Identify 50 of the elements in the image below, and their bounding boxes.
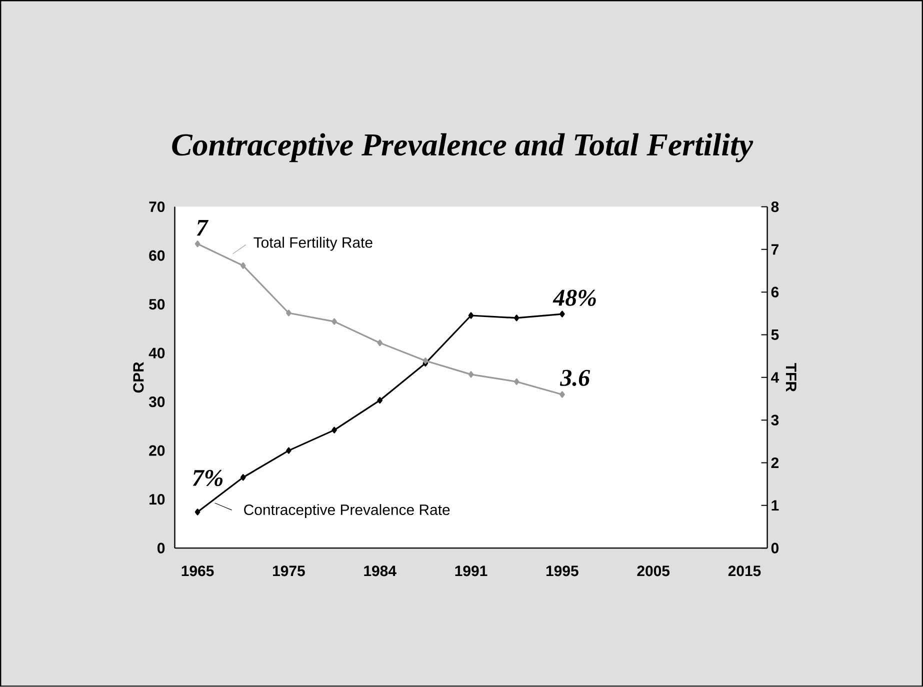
y-tick-label: 0	[158, 542, 165, 554]
x-tick-label: 1991	[455, 566, 488, 576]
y2-tick-label: 2	[771, 458, 779, 468]
y-axis-title: CPR	[133, 362, 144, 393]
chart-title: Contraceptive Prevalence and Total Fertility	[172, 133, 754, 162]
y2-tick-label: 0	[771, 542, 779, 554]
point	[194, 240, 200, 248]
y-tick-label: 10	[150, 494, 165, 505]
point	[514, 378, 520, 386]
x-tick-label: 2005	[637, 566, 670, 576]
point	[468, 371, 474, 378]
y-tick-label: 60	[149, 250, 165, 261]
point	[377, 340, 383, 346]
point	[332, 318, 337, 325]
point	[468, 312, 474, 319]
point	[240, 474, 246, 481]
y2-tick-label: 3	[771, 414, 779, 426]
annotation: 7%	[192, 470, 223, 486]
point	[377, 397, 383, 404]
point	[286, 310, 292, 316]
point	[514, 314, 520, 322]
point	[560, 391, 565, 398]
y2-tick-label: 8	[771, 202, 779, 212]
x-tick-label: 2015	[728, 566, 761, 576]
x-tick-label: 1995	[546, 566, 578, 576]
annotation: 48%	[552, 290, 596, 306]
y2-tick-label: 1	[772, 500, 779, 511]
y-tick-label: 30	[148, 396, 165, 408]
point	[194, 508, 200, 516]
point	[560, 310, 565, 318]
point	[240, 262, 246, 270]
y-tick-label: 50	[149, 299, 165, 310]
legend-label: Total Fertility Rate	[254, 236, 372, 251]
annotation: 3.6	[560, 370, 590, 386]
y-tick-label: 20	[149, 445, 165, 456]
x-tick-label: 1975	[273, 566, 305, 576]
point	[332, 426, 337, 434]
x-tick-label: 1984	[364, 566, 396, 576]
point	[422, 358, 428, 364]
y2-tick-label: 7	[771, 244, 778, 255]
y2-axis-title: TFR	[786, 363, 796, 392]
x-tick-label: 1965	[182, 566, 214, 576]
y-tick-label: 70	[149, 202, 165, 212]
y2-tick-label: 5	[771, 330, 779, 340]
annotation: 7	[196, 220, 209, 236]
point	[286, 447, 292, 454]
y2-tick-label: 6	[771, 286, 779, 298]
y2-tick-label: 4	[771, 372, 780, 383]
legend-label: Contraceptive Prevalence Rate	[244, 504, 450, 518]
y-tick-label: 40	[148, 348, 165, 358]
